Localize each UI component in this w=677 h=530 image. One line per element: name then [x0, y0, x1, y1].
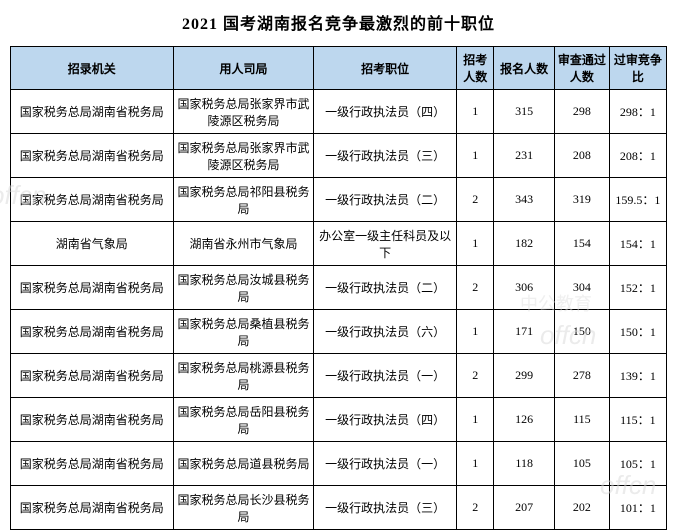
cell-apply: 299: [494, 354, 554, 398]
cell-apply: 207: [494, 486, 554, 530]
cell-recruit: 2: [457, 486, 494, 530]
cell-position: 一级行政执法员（四）: [314, 90, 457, 134]
cell-dept: 国家税务总局汝城县税务局: [173, 266, 314, 310]
cell-recruit: 2: [457, 178, 494, 222]
cell-position: 一级行政执法员（六）: [314, 310, 457, 354]
table-row: 湖南省气象局湖南省永州市气象局办公室一级主任科员及以下1182154154：1: [11, 222, 667, 266]
cell-agency: 国家税务总局湖南省税务局: [11, 398, 174, 442]
cell-agency: 国家税务总局湖南省税务局: [11, 178, 174, 222]
cell-recruit: 2: [457, 266, 494, 310]
cell-apply: 126: [494, 398, 554, 442]
header-agency: 招录机关: [11, 47, 174, 90]
cell-position: 一级行政执法员（三）: [314, 134, 457, 178]
cell-ratio: 298：1: [609, 90, 666, 134]
cell-position: 一级行政执法员（二）: [314, 266, 457, 310]
cell-pass: 278: [554, 354, 609, 398]
cell-dept: 国家税务总局祁阳县税务局: [173, 178, 314, 222]
cell-dept: 国家税务总局岳阳县税务局: [173, 398, 314, 442]
cell-pass: 115: [554, 398, 609, 442]
cell-apply: 315: [494, 90, 554, 134]
cell-agency: 国家税务总局湖南省税务局: [11, 442, 174, 486]
cell-dept: 湖南省永州市气象局: [173, 222, 314, 266]
table-row: 国家税务总局湖南省税务局国家税务总局汝城县税务局一级行政执法员（二）230630…: [11, 266, 667, 310]
cell-ratio: 159.5：1: [609, 178, 666, 222]
header-dept: 用人司局: [173, 47, 314, 90]
cell-recruit: 1: [457, 90, 494, 134]
cell-position: 一级行政执法员（一）: [314, 354, 457, 398]
cell-dept: 国家税务总局道县税务局: [173, 442, 314, 486]
header-pass: 审查通过人数: [554, 47, 609, 90]
header-apply: 报名人数: [494, 47, 554, 90]
cell-dept: 国家税务总局张家界市武陵源区税务局: [173, 134, 314, 178]
cell-pass: 319: [554, 178, 609, 222]
cell-dept: 国家税务总局长沙县税务局: [173, 486, 314, 530]
cell-agency: 国家税务总局湖南省税务局: [11, 486, 174, 530]
cell-position: 办公室一级主任科员及以下: [314, 222, 457, 266]
cell-position: 一级行政执法员（二）: [314, 178, 457, 222]
cell-agency: 国家税务总局湖南省税务局: [11, 90, 174, 134]
table-row: 国家税务总局湖南省税务局国家税务总局桃源县税务局一级行政执法员（一）229927…: [11, 354, 667, 398]
cell-pass: 298: [554, 90, 609, 134]
cell-recruit: 1: [457, 310, 494, 354]
page-title: 2021 国考湖南报名竞争最激烈的前十职位: [10, 10, 667, 34]
cell-apply: 118: [494, 442, 554, 486]
cell-apply: 231: [494, 134, 554, 178]
ranking-table: 招录机关 用人司局 招考职位 招考人数 报名人数 审查通过人数 过审竞争比 国家…: [10, 46, 667, 530]
cell-apply: 306: [494, 266, 554, 310]
cell-apply: 182: [494, 222, 554, 266]
cell-pass: 150: [554, 310, 609, 354]
table-row: 国家税务总局湖南省税务局国家税务总局桑植县税务局一级行政执法员（六）117115…: [11, 310, 667, 354]
cell-dept: 国家税务总局桑植县税务局: [173, 310, 314, 354]
header-position: 招考职位: [314, 47, 457, 90]
cell-agency: 国家税务总局湖南省税务局: [11, 310, 174, 354]
cell-ratio: 139：1: [609, 354, 666, 398]
cell-ratio: 150：1: [609, 310, 666, 354]
cell-position: 一级行政执法员（三）: [314, 486, 457, 530]
cell-ratio: 115：1: [609, 398, 666, 442]
cell-position: 一级行政执法员（一）: [314, 442, 457, 486]
cell-recruit: 1: [457, 398, 494, 442]
cell-pass: 105: [554, 442, 609, 486]
cell-recruit: 1: [457, 442, 494, 486]
cell-dept: 国家税务总局桃源县税务局: [173, 354, 314, 398]
table-row: 国家税务总局湖南省税务局国家税务总局张家界市武陵源区税务局一级行政执法员（四）1…: [11, 90, 667, 134]
table-row: 国家税务总局湖南省税务局国家税务总局长沙县税务局一级行政执法员（三）220720…: [11, 486, 667, 530]
cell-dept: 国家税务总局张家界市武陵源区税务局: [173, 90, 314, 134]
cell-position: 一级行政执法员（四）: [314, 398, 457, 442]
cell-apply: 343: [494, 178, 554, 222]
header-recruit: 招考人数: [457, 47, 494, 90]
cell-pass: 202: [554, 486, 609, 530]
cell-apply: 171: [494, 310, 554, 354]
table-row: 国家税务总局湖南省税务局国家税务总局祁阳县税务局一级行政执法员（二）234331…: [11, 178, 667, 222]
cell-ratio: 101：1: [609, 486, 666, 530]
cell-agency: 国家税务总局湖南省税务局: [11, 134, 174, 178]
cell-ratio: 208：1: [609, 134, 666, 178]
cell-agency: 国家税务总局湖南省税务局: [11, 354, 174, 398]
header-ratio: 过审竞争比: [609, 47, 666, 90]
cell-ratio: 105：1: [609, 442, 666, 486]
cell-agency: 湖南省气象局: [11, 222, 174, 266]
cell-pass: 154: [554, 222, 609, 266]
cell-agency: 国家税务总局湖南省税务局: [11, 266, 174, 310]
cell-pass: 304: [554, 266, 609, 310]
table-header-row: 招录机关 用人司局 招考职位 招考人数 报名人数 审查通过人数 过审竞争比: [11, 47, 667, 90]
table-row: 国家税务总局湖南省税务局国家税务总局道县税务局一级行政执法员（一）1118105…: [11, 442, 667, 486]
cell-pass: 208: [554, 134, 609, 178]
table-row: 国家税务总局湖南省税务局国家税务总局岳阳县税务局一级行政执法员（四）112611…: [11, 398, 667, 442]
table-row: 国家税务总局湖南省税务局国家税务总局张家界市武陵源区税务局一级行政执法员（三）1…: [11, 134, 667, 178]
cell-recruit: 1: [457, 134, 494, 178]
cell-recruit: 2: [457, 354, 494, 398]
cell-recruit: 1: [457, 222, 494, 266]
cell-ratio: 152：1: [609, 266, 666, 310]
cell-ratio: 154：1: [609, 222, 666, 266]
